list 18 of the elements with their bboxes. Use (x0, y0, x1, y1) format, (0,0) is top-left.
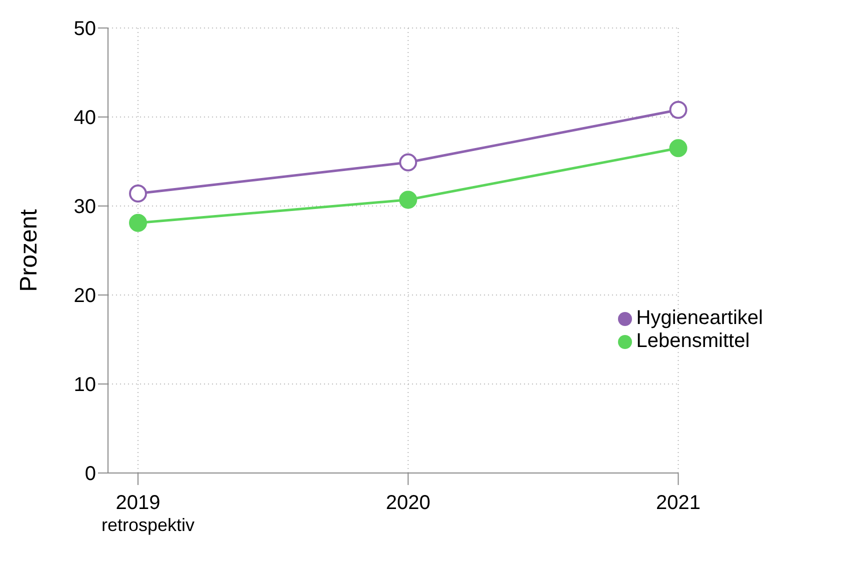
x-tick-label: 2019 retrospektiv (101, 492, 195, 535)
y-tick-label: 50 (74, 18, 96, 40)
point (399, 153, 418, 172)
y-tick-label: 30 (74, 196, 96, 218)
point (129, 184, 147, 203)
point (129, 214, 147, 232)
x-tick-label: 2021 (656, 492, 701, 514)
y-axis-title: Prozent (16, 208, 43, 292)
legend-label: Hygieneartikel (636, 307, 763, 329)
point (669, 100, 688, 119)
point (399, 190, 418, 209)
y-tick-label: 20 (74, 285, 96, 308)
y-tick-label: 0 (84, 463, 96, 486)
x-tick-label: 2020 (386, 492, 430, 514)
y-tick-label: 40 (74, 107, 96, 130)
point (669, 139, 688, 158)
y-tick-label: 10 (74, 374, 96, 396)
legend-label: Lebensmittel (636, 330, 750, 352)
